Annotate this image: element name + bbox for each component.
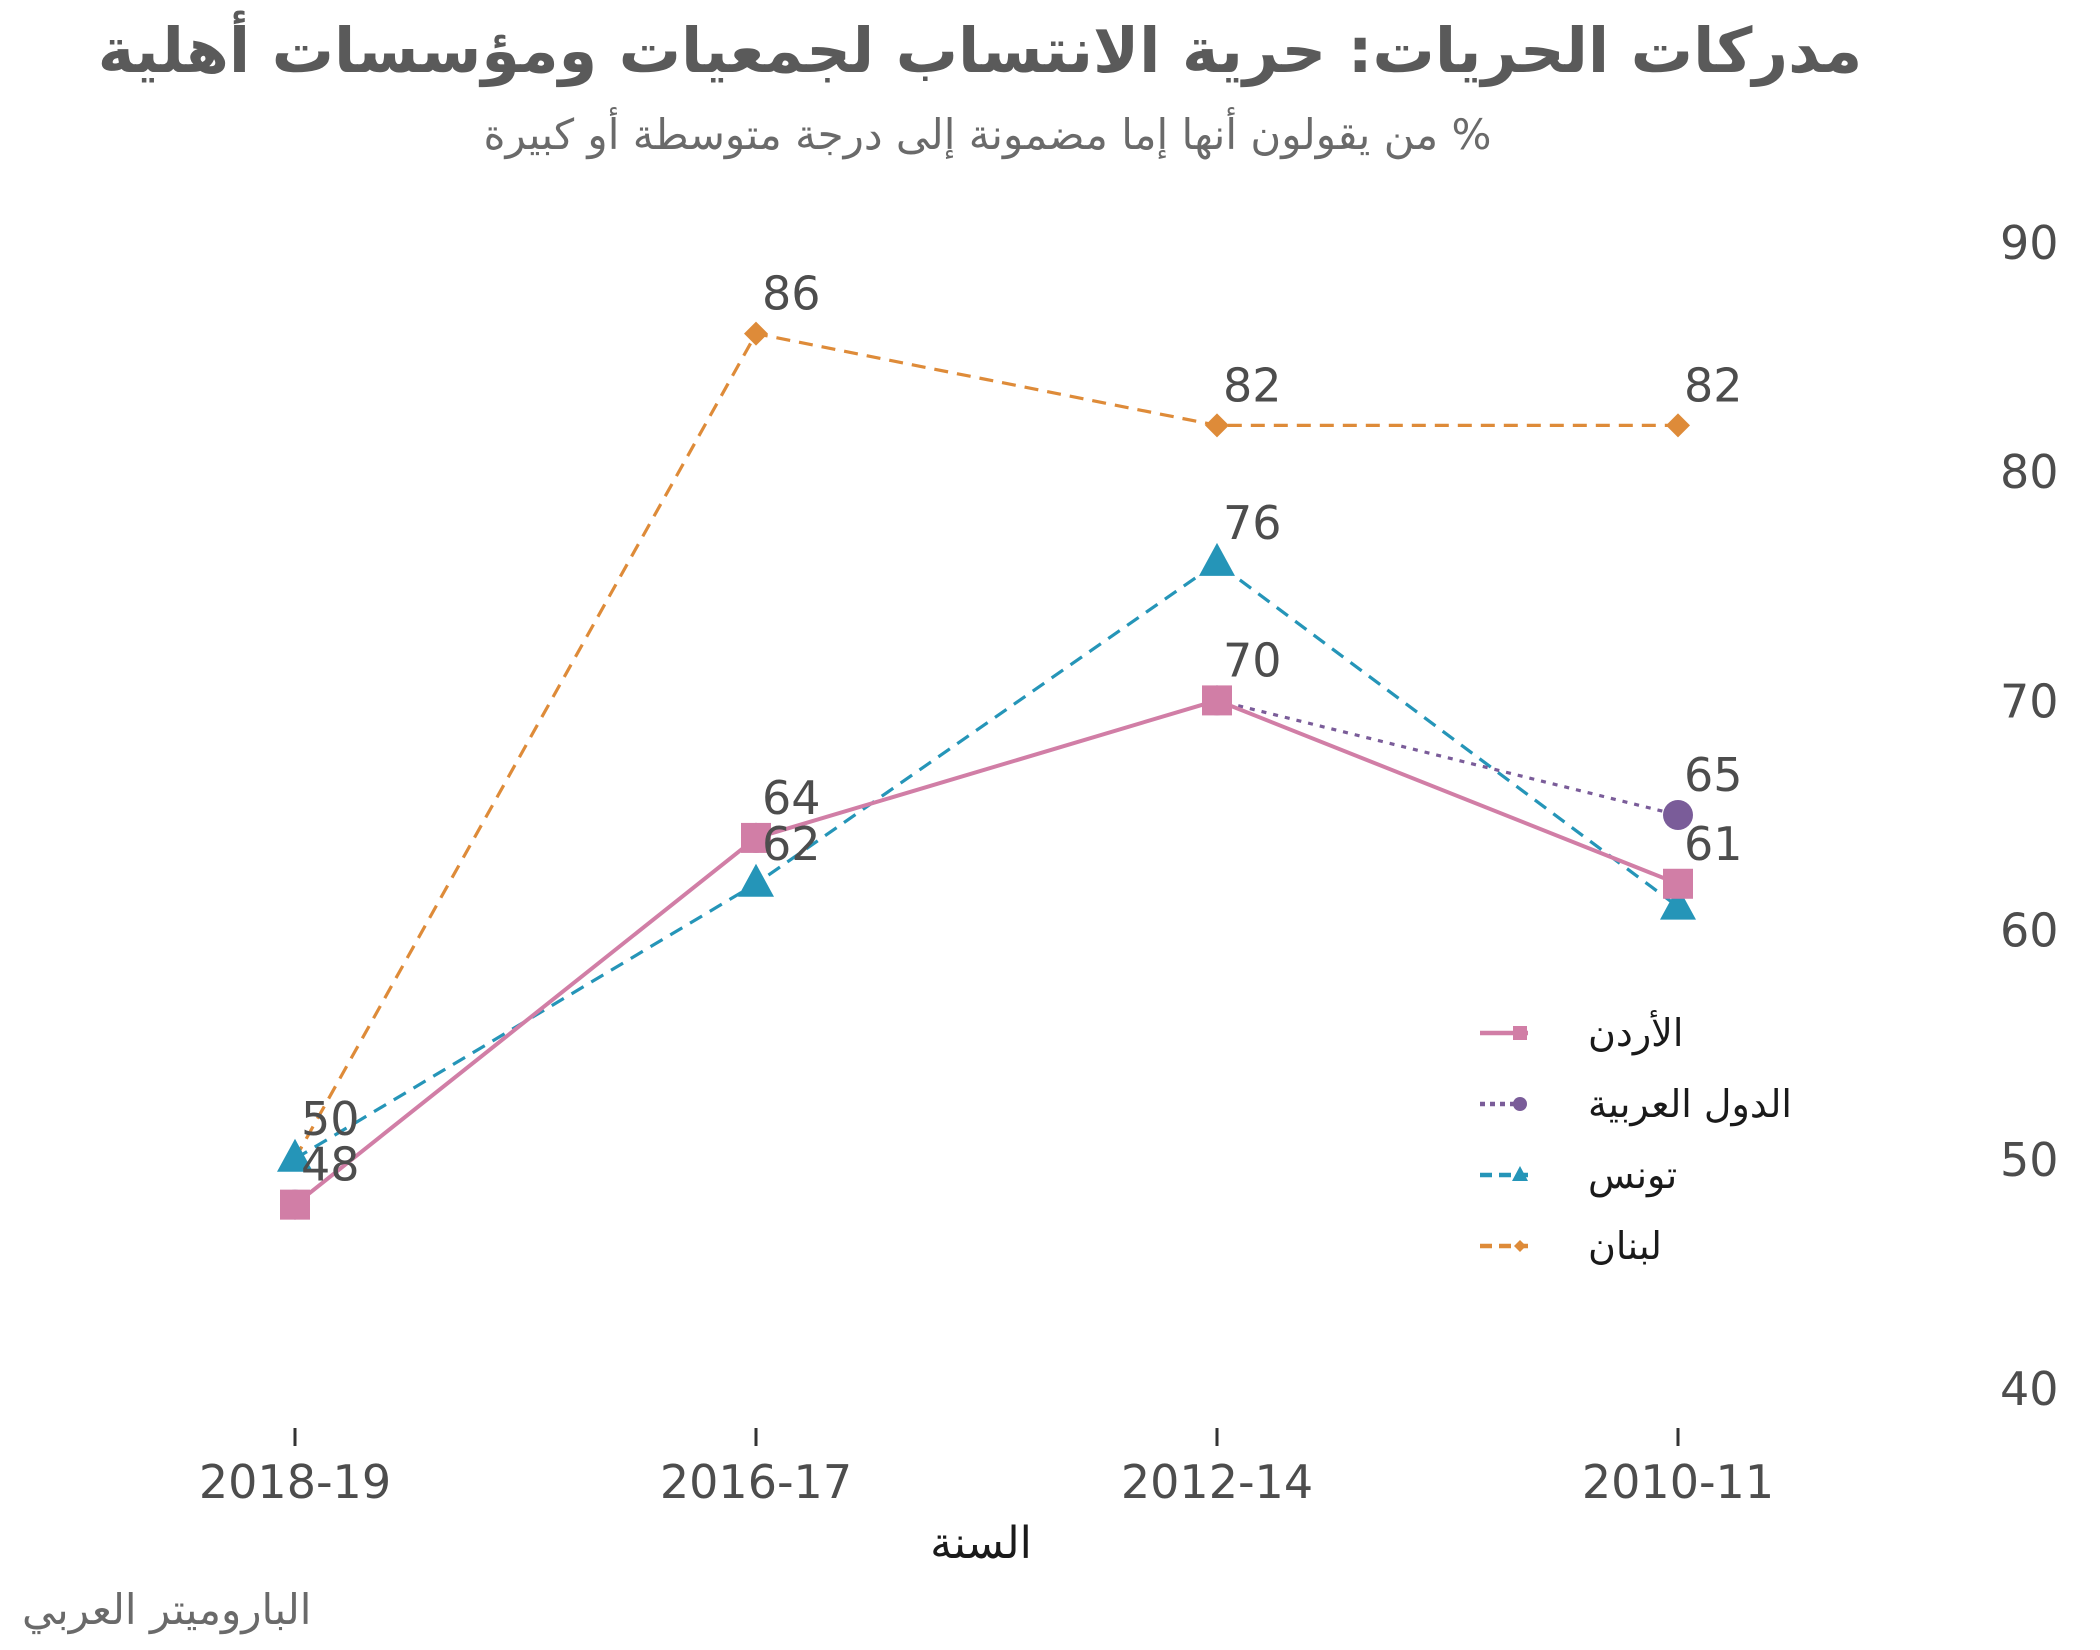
data-point-square [1202,685,1232,716]
data-point-square [280,1189,310,1220]
legend-label-triangle: تونس [1588,1153,1677,1198]
data-label: 62 [762,817,821,871]
y-tick-label: 80 [2000,445,2059,499]
data-point-diamond [744,321,768,346]
series-lines [293,331,1679,1207]
data-label: 86 [762,267,821,321]
data-label: 70 [1223,633,1282,687]
legend-marker-circle [1513,1097,1527,1111]
data-point-triangle [738,863,774,897]
y-tick-label: 60 [2000,904,2059,958]
x-axis: 2018-19 2016-17 2012-14 2010-11 [199,1428,1774,1509]
y-tick-label: 90 [2000,216,2059,270]
data-point-circle [1663,800,1693,830]
legend-label-square: الأردن [1588,1009,1683,1055]
x-tick-label: 2012-14 [1121,1455,1313,1509]
data-label: 82 [1684,358,1743,412]
data-label: 64 [762,771,821,825]
data-label: 76 [1223,496,1282,550]
data-point-triangle [277,1138,313,1172]
x-tick-label: 2018-19 [199,1455,391,1509]
legend-marker-diamond [1514,1240,1526,1252]
y-axis: 40 50 60 70 80 90 [2000,216,2059,1416]
chart-subtitle: % من يقولون أنها إما مضمونة إلى درجة متو… [483,110,1492,159]
x-tick-label: 2016-17 [660,1455,852,1509]
legend: الأردن الدول العربية تونس لبنان [1480,1009,1792,1268]
source-caption: الباروميتر العربي [22,1585,312,1634]
series-line-triangle [294,560,1679,1161]
legend-marker-square [1513,1026,1527,1040]
data-label: 65 [1684,748,1743,802]
chart-title: مدركات الحريات: حرية الانتساب لجمعيات وم… [97,14,1863,87]
legend-marker-triangle [1512,1166,1528,1181]
legend-label-diamond: لبنان [1588,1224,1662,1268]
data-point-triangle [1199,542,1235,576]
data-point-diamond [1666,413,1690,438]
data-label: 50 [301,1092,360,1146]
series-line-circle [294,698,1679,1206]
series-line-square [293,698,1679,1207]
legend-label-circle: الدول العربية [1588,1082,1792,1127]
data-label: 61 [1684,817,1743,871]
x-tick-label: 2010-11 [1582,1455,1774,1509]
y-tick-label: 70 [2000,674,2059,728]
data-point-triangle [1660,886,1696,920]
y-tick-label: 40 [2000,1362,2059,1416]
series-line-diamond [293,331,1678,1160]
data-labels: 48 64 70 61 65 50 62 76 86 82 82 [301,267,1743,1192]
series-markers [277,321,1696,1220]
data-point-square [741,822,771,853]
data-point-diamond [1205,413,1229,438]
x-axis-title: السنة [930,1518,1032,1569]
y-tick-label: 50 [2000,1133,2059,1187]
data-point-square [1663,868,1693,899]
data-label: 48 [301,1138,360,1192]
data-label: 82 [1223,358,1282,412]
